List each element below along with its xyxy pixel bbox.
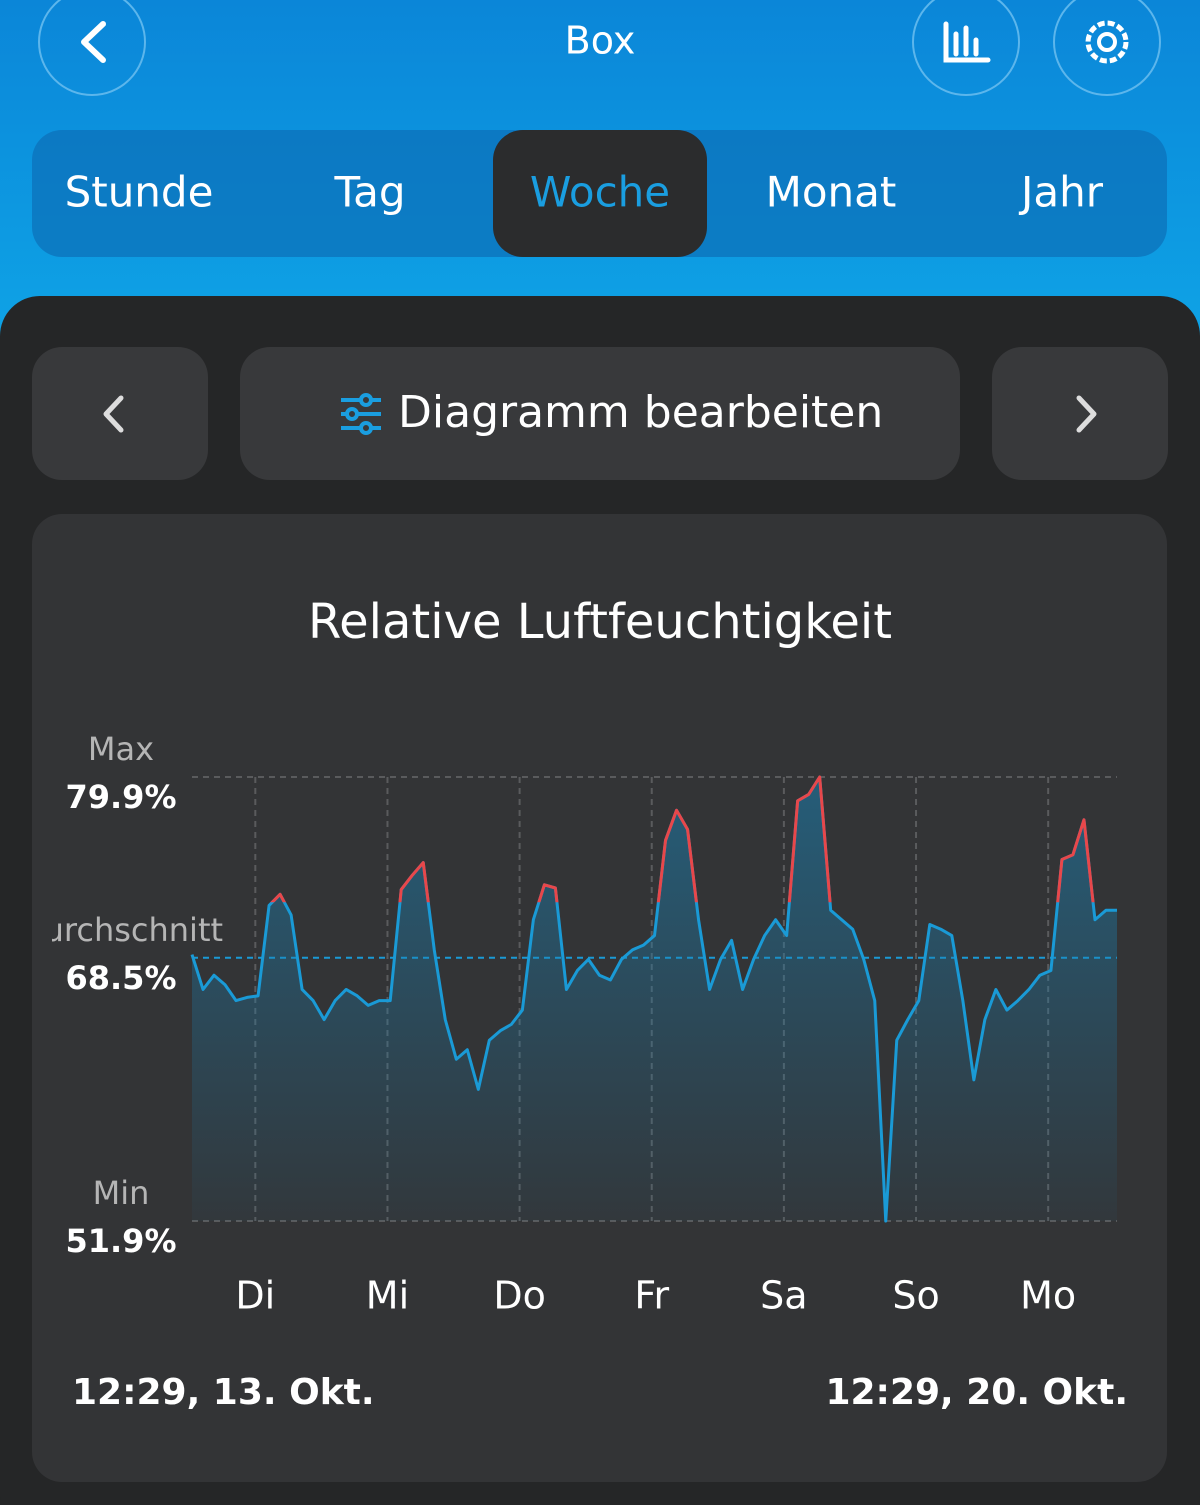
x-tick-label: Mo bbox=[1020, 1274, 1076, 1318]
line bbox=[190, 775, 1117, 1223]
y-tick-name: Durchschnitt bbox=[19, 911, 223, 949]
filter-icon bbox=[341, 393, 381, 435]
x-tick-label: Mi bbox=[366, 1274, 409, 1318]
x-tick-label: Do bbox=[493, 1274, 546, 1318]
settings-button[interactable] bbox=[1053, 0, 1161, 96]
settings-icon-center bbox=[1097, 32, 1117, 52]
tab[interactable]: Jahr bbox=[1018, 168, 1104, 217]
end-time: 12:29, 20. Okt. bbox=[825, 1372, 1128, 1413]
tab[interactable]: Stunde bbox=[65, 168, 214, 217]
tab-selected-bg bbox=[493, 130, 707, 257]
stats-button[interactable] bbox=[912, 0, 1020, 96]
edit-button[interactable] bbox=[240, 347, 960, 480]
area bbox=[192, 777, 1117, 1221]
x-tick-label: Sa bbox=[760, 1274, 807, 1318]
y-tick-name: Min bbox=[93, 1174, 150, 1212]
stats-icon bbox=[943, 21, 991, 63]
settings-icon bbox=[1085, 20, 1129, 64]
x-tick-label: Fr bbox=[634, 1274, 669, 1318]
prev-button[interactable] bbox=[32, 347, 208, 480]
next-button[interactable] bbox=[992, 347, 1168, 480]
tab[interactable]: Tag bbox=[333, 168, 405, 217]
back-icon bbox=[81, 21, 106, 63]
edit-button-label: Diagramm bearbeiten bbox=[398, 387, 883, 438]
start-time: 12:29, 13. Okt. bbox=[72, 1372, 375, 1413]
y-tick-label: 68.5% bbox=[65, 959, 176, 997]
x-tick-label: So bbox=[892, 1274, 939, 1318]
prev-icon bbox=[103, 395, 124, 433]
y-tick-name: Max bbox=[88, 730, 154, 768]
back-button[interactable] bbox=[38, 0, 146, 96]
y-tick-label: 51.9% bbox=[65, 1222, 176, 1260]
tab[interactable]: Monat bbox=[766, 168, 897, 217]
next-icon bbox=[1076, 395, 1097, 433]
y-tick-label: 79.9% bbox=[65, 778, 176, 816]
chart-title: Relative Luftfeuchtigkeit bbox=[308, 594, 892, 650]
x-tick-label: Di bbox=[235, 1274, 275, 1318]
header-title: Box bbox=[565, 19, 636, 63]
tab[interactable]: Woche bbox=[530, 168, 670, 217]
